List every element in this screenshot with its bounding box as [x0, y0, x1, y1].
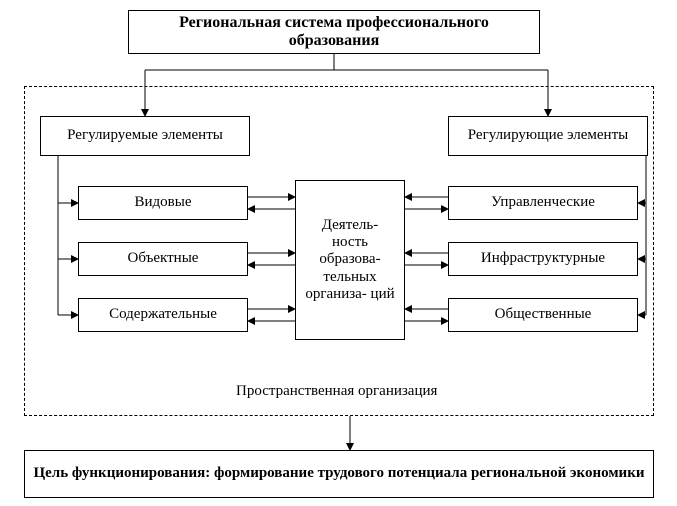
center-box: Деятель- ность образова- тельных организ… — [295, 180, 405, 340]
left-head-text: Регулируемые элементы — [67, 127, 223, 144]
title-text: Региональная система профессионального о… — [133, 14, 535, 51]
diagram-canvas: Региональная система профессионального о… — [0, 0, 677, 506]
l3-text: Содержательные — [109, 306, 217, 323]
r1-text: Управленческие — [491, 194, 595, 211]
left-head-box: Регулируемые элементы — [40, 116, 250, 156]
title-box: Региональная система профессионального о… — [128, 10, 540, 54]
r3-text: Общественные — [495, 306, 592, 323]
l1-box: Видовые — [78, 186, 248, 220]
r2-box: Инфраструктурные — [448, 242, 638, 276]
l1-text: Видовые — [135, 194, 192, 211]
r3-box: Общественные — [448, 298, 638, 332]
goal-box: Цель функционирования: формирование труд… — [24, 450, 654, 498]
goal-text: Цель функционирования: формирование труд… — [33, 465, 644, 482]
right-head-text: Регулирующие элементы — [468, 127, 628, 144]
l2-text: Объектные — [128, 250, 199, 267]
l3-box: Содержательные — [78, 298, 248, 332]
center-text: Деятель- ность образова- тельных организ… — [300, 217, 400, 303]
right-head-box: Регулирующие элементы — [448, 116, 648, 156]
l2-box: Объектные — [78, 242, 248, 276]
r1-box: Управленческие — [448, 186, 638, 220]
r2-text: Инфраструктурные — [481, 250, 605, 267]
spatial-label: Пространственная организация — [232, 383, 441, 400]
spatial-label-text: Пространственная организация — [236, 383, 437, 399]
